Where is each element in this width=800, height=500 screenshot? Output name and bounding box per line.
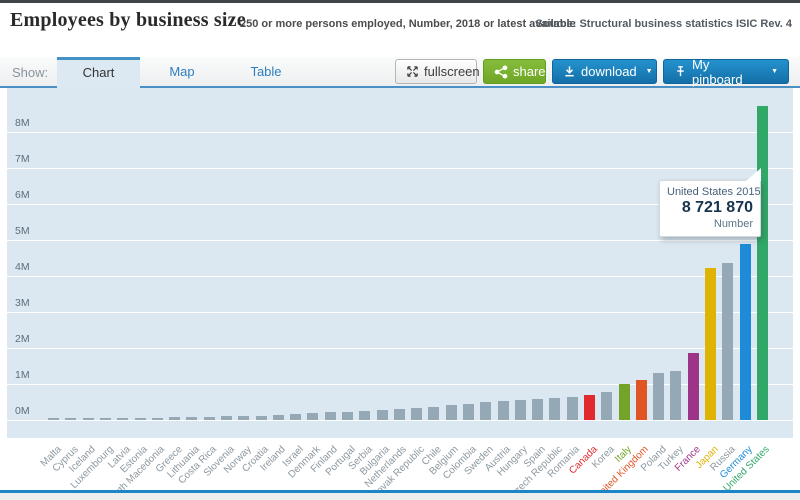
bar-portugal[interactable]	[342, 412, 353, 420]
tooltip-arrow	[746, 168, 761, 181]
bar-lithuania[interactable]	[186, 417, 198, 420]
gridline-5M	[7, 240, 793, 241]
bar-czech-republic[interactable]	[549, 398, 561, 420]
fullscreen-icon	[406, 65, 419, 78]
download-button[interactable]: download ▼	[552, 59, 657, 84]
y-axis-tick-5M: 5M	[15, 225, 30, 237]
show-label: Show:	[12, 65, 49, 80]
gridline-3M	[7, 312, 793, 313]
gridline-6M	[7, 204, 793, 205]
bar-spain[interactable]	[532, 399, 544, 420]
bar-estonia[interactable]	[134, 418, 146, 420]
bar-latvia[interactable]	[117, 418, 129, 420]
page-title: Employees by business size	[10, 9, 246, 31]
view-toolbar: Show: Chart Map Table fullscreen share	[0, 56, 800, 90]
bar-austria[interactable]	[497, 401, 509, 420]
fullscreen-label: fullscreen	[424, 64, 480, 79]
bar-belgium[interactable]	[445, 405, 457, 420]
download-icon	[563, 65, 576, 78]
chart-tooltip: United States 2015 8 721 870 Number	[659, 168, 761, 237]
y-axis-tick-8M: 8M	[15, 117, 30, 129]
bottom-strip	[0, 493, 800, 500]
bar-slovak-republic[interactable]	[411, 408, 423, 420]
pinboard-label: My pinboard	[692, 56, 743, 87]
gridline-4M	[7, 276, 793, 277]
chart-bottom-border	[0, 490, 800, 493]
pin-icon	[674, 65, 687, 78]
gridline-1M	[7, 384, 793, 385]
bar-serbia[interactable]	[359, 411, 371, 420]
bar-colombia[interactable]	[463, 404, 474, 420]
fullscreen-button[interactable]: fullscreen	[395, 59, 480, 84]
bar-cyprus[interactable]	[65, 418, 77, 420]
y-axis-tick-2M: 2M	[15, 333, 30, 345]
pinboard-button[interactable]: My pinboard ▼	[663, 56, 789, 87]
bar-france[interactable]	[687, 353, 699, 420]
bar-hungary[interactable]	[514, 400, 526, 420]
bar-united-states[interactable]	[756, 106, 768, 420]
bar-north-macedonia[interactable]	[151, 418, 163, 420]
bar-denmark[interactable]	[307, 413, 319, 420]
bar-bulgaria[interactable]	[376, 410, 388, 420]
y-axis-tick-6M: 6M	[15, 189, 30, 201]
bar-iceland[interactable]	[82, 418, 94, 420]
bar-korea[interactable]	[601, 392, 613, 420]
download-label: download	[581, 64, 637, 79]
tab-chart[interactable]: Chart	[57, 57, 140, 90]
top-border	[0, 0, 800, 3]
bar-united-kingdom[interactable]	[635, 380, 647, 420]
bar-japan[interactable]	[705, 268, 716, 420]
y-axis-tick-3M: 3M	[15, 297, 30, 309]
bar-romania[interactable]	[566, 397, 578, 420]
y-axis-tick-0M: 0M	[15, 405, 30, 417]
x-axis-labels: Malta Cyprus Iceland Luxembourg Latvia Estoni…	[0, 438, 800, 500]
tab-map[interactable]: Map	[169, 64, 195, 79]
y-axis-tick-4M: 4M	[15, 261, 30, 273]
bar-finland[interactable]	[324, 412, 336, 420]
gridline-7M	[7, 168, 793, 169]
page-subtitle: 250 or more persons employed, Number, 20…	[240, 18, 576, 30]
bar-luxembourg[interactable]	[100, 418, 111, 420]
caret-down-icon: ▼	[645, 68, 653, 75]
share-label: share	[513, 64, 546, 79]
tab-table[interactable]: Table	[250, 64, 282, 79]
bar-croatia[interactable]	[255, 416, 267, 420]
tooltip-series-label: United States 2015	[667, 186, 761, 198]
bar-greece[interactable]	[169, 417, 181, 420]
bar-canada[interactable]	[584, 395, 595, 420]
share-icon	[494, 64, 508, 79]
y-axis-tick-7M: 7M	[15, 153, 30, 165]
share-button[interactable]: share	[483, 59, 546, 84]
bar-slovenia[interactable]	[221, 416, 232, 420]
bar-ireland[interactable]	[272, 415, 284, 420]
bar-chart: 0M 1M 2M 3M 4M 5M 6M 7M 8M United States 2015 8 …	[7, 88, 793, 438]
gridline-2M	[7, 348, 793, 349]
source-label: Source: Structural business statistics I…	[535, 18, 792, 30]
y-axis-tick-1M: 1M	[15, 369, 30, 381]
bar-russia[interactable]	[722, 263, 734, 420]
caret-down-icon: ▼	[771, 68, 778, 75]
bar-chile[interactable]	[428, 407, 440, 420]
bar-israel[interactable]	[290, 414, 302, 420]
tooltip-unit: Number	[713, 218, 753, 230]
bar-italy[interactable]	[618, 384, 630, 420]
bar-poland[interactable]	[653, 373, 665, 420]
bar-costa-rica[interactable]	[203, 417, 215, 420]
bar-netherlands[interactable]	[393, 409, 405, 420]
gridline-0M	[7, 420, 793, 421]
bar-norway[interactable]	[238, 416, 250, 420]
bar-germany[interactable]	[739, 244, 751, 420]
bar-turkey[interactable]	[670, 371, 682, 420]
bar-malta[interactable]	[48, 418, 60, 420]
tooltip-value: 8 721 870	[681, 199, 753, 216]
bar-sweden[interactable]	[480, 402, 492, 420]
gridline-8M	[7, 132, 793, 133]
